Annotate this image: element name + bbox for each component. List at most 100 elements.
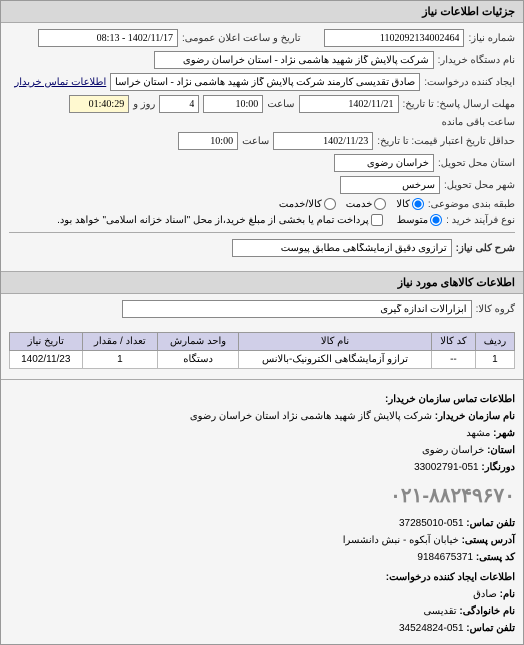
radio-medium-label: متوسط	[397, 215, 428, 226]
row-goods-group: گروه کالا:	[9, 300, 515, 318]
radio-medium[interactable]: متوسط	[397, 214, 442, 226]
validity-date-input[interactable]	[273, 132, 373, 150]
requester-phone-value: 051-34524824	[399, 623, 464, 634]
radio-medium-input[interactable]	[430, 214, 442, 226]
contact-fax-label: دورنگار:	[481, 462, 515, 473]
group-type-radios: کالا خدمت کالا/خدمت	[279, 198, 424, 210]
need-desc-input[interactable]	[232, 239, 452, 257]
th-unit: واحد شمارش	[158, 333, 239, 351]
row-requester: ایجاد کننده درخواست: اطلاعات تماس خریدار	[9, 73, 515, 91]
public-date-input[interactable]	[38, 29, 178, 47]
row-city: شهر محل تحویل:	[9, 176, 515, 194]
contact-header: اطلاعات تماس سازمان خریدار:	[9, 392, 515, 408]
contact-postal: کد پستی: 9184675371	[9, 550, 515, 566]
need-desc-label: شرح کلی نیاز:	[456, 243, 515, 254]
radio-both[interactable]: کالا/خدمت	[279, 198, 336, 210]
city-label: شهر محل تحویل:	[444, 180, 515, 191]
main-container: جزئیات اطلاعات نیاز شماره نیاز: تاریخ و …	[0, 0, 524, 645]
buyer-org-input[interactable]	[154, 51, 434, 69]
validity-label: حداقل تاریخ اعتبار قیمت: تا تاریخ:	[377, 136, 515, 147]
response-remain-label: ساعت باقی مانده	[442, 117, 515, 128]
goods-group-input[interactable]	[122, 300, 472, 318]
requester-family-value: تقدیسی	[423, 606, 456, 617]
row-need-desc: شرح کلی نیاز:	[9, 239, 515, 257]
td-row: 1	[475, 351, 514, 369]
contact-header-label: اطلاعات تماس سازمان خریدار:	[385, 394, 515, 405]
divider-2	[1, 379, 523, 380]
th-row: ردیف	[475, 333, 514, 351]
buyer-org-label: نام دستگاه خریدار:	[438, 55, 515, 66]
requester-phone: تلفن تماس: 051-34524824	[9, 621, 515, 637]
contact-fax-value: 051-33002791	[414, 462, 479, 473]
th-date: تاریخ نیاز	[10, 333, 83, 351]
radio-both-label: کالا/خدمت	[279, 199, 322, 210]
need-number-input[interactable]	[324, 29, 464, 47]
check-treasury[interactable]: پرداخت تمام یا بخشی از مبلغ خرید،از محل …	[57, 214, 383, 226]
td-qty: 1	[82, 351, 158, 369]
process-type-label: نوع فرآیند خرید :	[446, 215, 515, 226]
table-row: 1 -- ترازو آزمایشگاهی الکترونیک-بالانس د…	[10, 351, 515, 369]
requester-info-header-label: اطلاعات ایجاد کننده درخواست:	[386, 572, 515, 583]
big-number: ۰۲۱-۸۸۲۴۹۶۷۰	[9, 480, 515, 512]
check-treasury-label: پرداخت تمام یا بخشی از مبلغ خرید،از محل …	[57, 215, 369, 226]
contact-postal-label: کد پستی:	[476, 552, 515, 563]
validity-time-label: ساعت	[242, 136, 269, 147]
row-need-number: شماره نیاز: تاریخ و ساعت اعلان عمومی:	[9, 29, 515, 47]
radio-khedmat[interactable]: خدمت	[346, 198, 387, 210]
form-area: شماره نیاز: تاریخ و ساعت اعلان عمومی: نا…	[1, 23, 523, 267]
requester-family-label: نام خانوادگی:	[459, 606, 515, 617]
contact-org: نام سازمان خریدار: شرکت پالایش گاز شهید …	[9, 409, 515, 425]
row-buyer-org: نام دستگاه خریدار:	[9, 51, 515, 69]
td-name: ترازو آزمایشگاهی الکترونیک-بالانس	[239, 351, 432, 369]
header-bar: جزئیات اطلاعات نیاز	[1, 1, 523, 23]
city-input[interactable]	[340, 176, 440, 194]
contact-org-label: نام سازمان خریدار:	[435, 411, 515, 422]
requester-phone-label: تلفن تماس:	[466, 623, 515, 634]
response-time-label: ساعت	[267, 99, 294, 110]
th-qty: تعداد / مقدار	[82, 333, 158, 351]
divider-1	[9, 232, 515, 233]
requester-input[interactable]	[110, 73, 420, 91]
response-date-input[interactable]	[299, 95, 399, 113]
contact-city-label: شهر:	[493, 428, 515, 439]
response-time-input[interactable]	[203, 95, 263, 113]
contact-address: آدرس پستی: خیابان آبکوه - نبش دانشسرا	[9, 533, 515, 549]
contact-city-value: مشهد	[466, 428, 490, 439]
table-area: ردیف کد کالا نام کالا واحد شمارش تعداد /…	[1, 328, 523, 373]
radio-khedmat-input[interactable]	[374, 198, 386, 210]
validity-time-input[interactable]	[178, 132, 238, 150]
response-days-input[interactable]	[159, 95, 199, 113]
items-header: اطلاعات کالاهای مورد نیاز	[1, 271, 523, 294]
group-type-label: طبقه بندی موضوعی:	[428, 199, 515, 210]
contact-phone-value: 051-37285010	[399, 518, 464, 529]
goods-group-label: گروه کالا:	[476, 304, 515, 315]
goods-group-area: گروه کالا:	[1, 294, 523, 328]
response-day-label: روز و	[133, 99, 155, 110]
response-remain-input[interactable]	[69, 95, 129, 113]
radio-kala[interactable]: کالا	[396, 198, 424, 210]
contact-province-value: خراسان رضوی	[422, 445, 484, 456]
radio-kala-label: کالا	[396, 199, 410, 210]
td-code: --	[431, 351, 475, 369]
need-number-label: شماره نیاز:	[468, 33, 515, 44]
contact-phone-label: تلفن تماس:	[466, 518, 515, 529]
requester-family: نام خانوادگی: تقدیسی	[9, 604, 515, 620]
contact-province: استان: خراسان رضوی	[9, 443, 515, 459]
contact-address-label: آدرس پستی:	[462, 535, 515, 546]
contact-phone: تلفن تماس: 051-37285010	[9, 516, 515, 532]
requester-name: نام: صادق	[9, 587, 515, 603]
row-response-deadline: مهلت ارسال پاسخ: تا تاریخ: ساعت روز و سا…	[9, 95, 515, 128]
row-validity-deadline: حداقل تاریخ اعتبار قیمت: تا تاریخ: ساعت	[9, 132, 515, 150]
contact-org-value: شرکت پالایش گاز شهید هاشمی نژاد استان خر…	[190, 411, 432, 422]
check-treasury-input[interactable]	[371, 214, 383, 226]
province-input[interactable]	[334, 154, 434, 172]
contact-link[interactable]: اطلاعات تماس خریدار	[14, 77, 106, 88]
table-header-row: ردیف کد کالا نام کالا واحد شمارش تعداد /…	[10, 333, 515, 351]
row-province: استان محل تحویل:	[9, 154, 515, 172]
th-code: کد کالا	[431, 333, 475, 351]
radio-kala-input[interactable]	[412, 198, 424, 210]
contact-fax: دورنگار: 051-33002791	[9, 460, 515, 476]
radio-both-input[interactable]	[324, 198, 336, 210]
public-date-label: تاریخ و ساعت اعلان عمومی:	[182, 33, 301, 44]
requester-name-value: صادق	[473, 589, 497, 600]
